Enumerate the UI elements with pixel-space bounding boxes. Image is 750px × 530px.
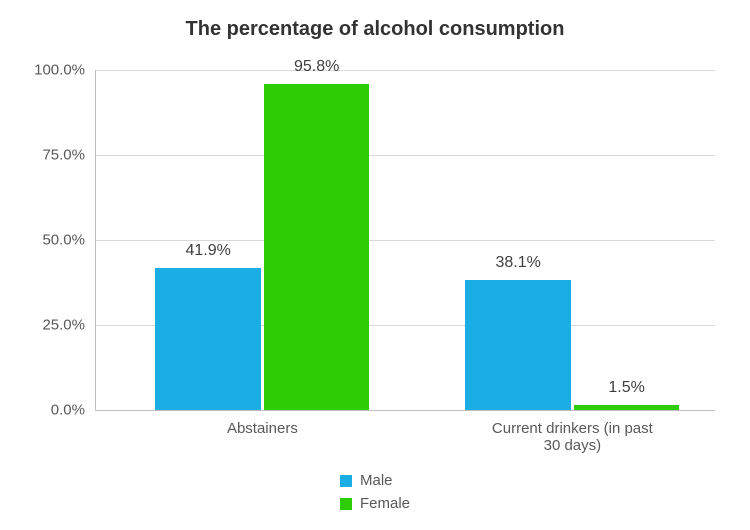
legend-label-male: Male — [360, 472, 393, 489]
x-tick-label: Abstainers — [227, 420, 298, 437]
bar-label: 95.8% — [294, 58, 339, 76]
chart-container: The percentage of alcohol consumption 41… — [0, 0, 750, 530]
y-tick-label: 25.0% — [42, 317, 85, 334]
bar-male-0 — [155, 268, 260, 410]
x-axis-line — [95, 410, 715, 411]
legend-label-female: Female — [360, 495, 410, 512]
legend-item-female: Female — [340, 495, 410, 512]
bar-label: 41.9% — [185, 242, 230, 260]
y-axis-line — [95, 70, 96, 410]
chart-title: The percentage of alcohol consumption — [0, 18, 750, 41]
y-tick-label: 0.0% — [51, 402, 85, 419]
legend-swatch-male — [340, 475, 352, 487]
gridline — [95, 155, 715, 156]
bar-label: 38.1% — [495, 254, 540, 272]
legend-item-male: Male — [340, 472, 410, 489]
bar-male-1 — [465, 280, 570, 410]
x-tick-label: Current drinkers (in past 30 days) — [484, 420, 662, 454]
bar-label: 1.5% — [608, 379, 644, 397]
plot-area: 41.9%95.8%38.1%1.5% — [95, 70, 715, 410]
legend: Male Female — [340, 472, 410, 512]
y-tick-label: 75.0% — [42, 147, 85, 164]
legend-swatch-female — [340, 498, 352, 510]
y-tick-label: 100.0% — [34, 62, 85, 79]
bar-female-0 — [264, 84, 369, 410]
gridline — [95, 70, 715, 71]
y-tick-label: 50.0% — [42, 232, 85, 249]
